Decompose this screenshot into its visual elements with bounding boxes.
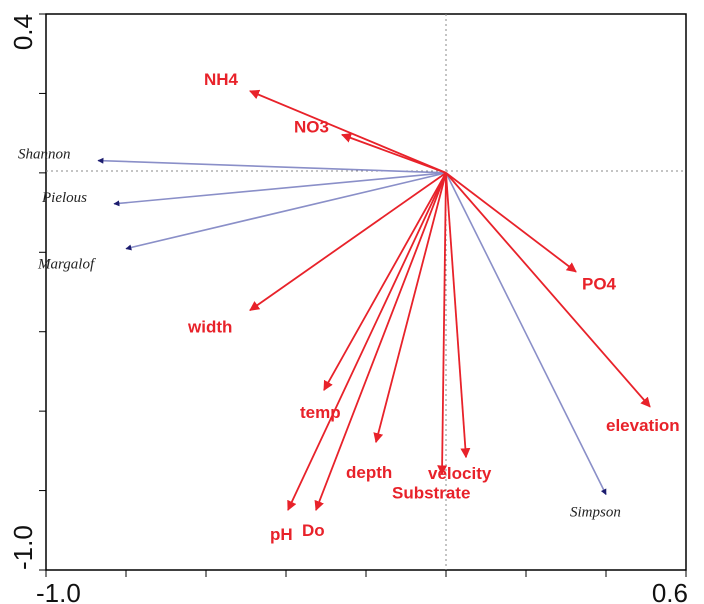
env-label-temp: temp xyxy=(300,403,341,422)
x-tick-label: -1.0 xyxy=(36,578,81,604)
env-label-substrate: Substrate xyxy=(392,483,470,502)
env-label-velocity: velocity xyxy=(428,464,492,483)
env-vector-temp xyxy=(323,172,447,391)
species-label-simpson: Simpson xyxy=(570,505,621,521)
y-tick-label: 0.4 xyxy=(8,14,38,50)
species-vector-simpson xyxy=(445,172,607,496)
environment-vectors xyxy=(249,89,651,511)
env-label-no3: NO3 xyxy=(294,118,329,137)
env-label-po4: PO4 xyxy=(582,275,617,294)
species-vector-pielous xyxy=(113,172,447,207)
env-vector-po4 xyxy=(445,172,577,273)
env-vector-velocity xyxy=(445,172,471,459)
env-label-do: Do xyxy=(302,521,325,540)
env-label-nh4: NH4 xyxy=(204,70,239,89)
species-vector-shannon xyxy=(97,157,447,174)
x-tick-label: 0.6 xyxy=(652,578,688,604)
species-label-margalof: Margalof xyxy=(37,257,96,273)
species-label-pielous: Pielous xyxy=(41,190,87,206)
y-tick-label: -1.0 xyxy=(8,525,38,570)
env-label-ph: pH xyxy=(270,525,293,544)
env-vector-do xyxy=(314,172,447,511)
env-label-depth: depth xyxy=(346,463,392,482)
env-vector-ph xyxy=(287,172,447,511)
env-label-width: width xyxy=(187,317,232,336)
env-vector-width xyxy=(249,172,447,312)
species-vectors xyxy=(97,157,607,496)
env-vector-nh4 xyxy=(249,89,447,174)
env-vector-no3 xyxy=(341,133,447,174)
tick-labels: -1.0 0.6 0.4 -1.0 xyxy=(8,14,688,604)
env-vector-substrate xyxy=(437,172,448,476)
env-vector-depth xyxy=(373,172,447,444)
env-label-elevation: elevation xyxy=(606,416,680,435)
env-vector-elevation xyxy=(445,172,651,408)
species-vector-margalof xyxy=(125,172,447,251)
vector-labels: NH4 NO3 PO4 width temp depth velocitySubstrate… xyxy=(18,70,680,544)
species-label-shannon: Shannon xyxy=(18,147,71,163)
